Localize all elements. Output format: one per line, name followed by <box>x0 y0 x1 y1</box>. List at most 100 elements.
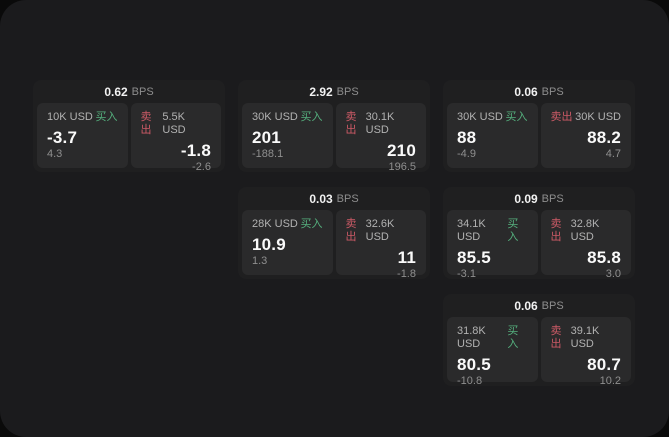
buy-delta: -3.1 <box>457 268 476 280</box>
spread-value: 0.06 <box>514 298 538 313</box>
buy-amount: 30K USD <box>457 111 503 123</box>
sell-price: 88.2 <box>587 128 621 147</box>
spread-unit: BPS <box>541 299 564 312</box>
buy-side-label: 买入 <box>505 111 528 123</box>
sell-label-row: 卖出 32.6K USD <box>346 218 417 244</box>
sell-price: 80.7 <box>587 355 621 374</box>
spread-header: 0.62 BPS <box>37 80 221 103</box>
spread-value: 0.06 <box>514 84 538 99</box>
buy-price: 85.5 <box>457 248 491 267</box>
buy-amount: 30K USD <box>252 111 298 123</box>
sell-label-row: 卖出 5.5K USD <box>141 111 212 137</box>
spread-value: 0.62 <box>104 84 128 99</box>
buy-amount: 34.1K USD <box>457 218 486 243</box>
sell-amount: 39.1K USD <box>570 325 600 350</box>
quote-grid: 0.62 BPS 10K USD 买入 -3.7 4.3 卖出 5.5K USD <box>33 80 635 387</box>
buy-panel[interactable]: 28K USD 买入 10.9 1.3 <box>242 210 333 275</box>
quote-card-body: 30K USD 买入 201 -188.1 卖出 30.1K USD 210 1… <box>242 103 426 173</box>
quote-card: 0.03 BPS 28K USD 买入 10.9 1.3 卖出 32.6K US… <box>238 187 430 280</box>
spread-value: 2.92 <box>309 84 333 99</box>
buy-amount: 10K USD <box>47 111 93 123</box>
buy-price: 201 <box>252 128 281 147</box>
sell-price: -1.8 <box>180 141 211 160</box>
buy-delta: 4.3 <box>47 148 63 160</box>
spread-unit: BPS <box>541 192 564 205</box>
sell-price: 210 <box>387 141 416 160</box>
buy-delta: -10.8 <box>457 375 483 387</box>
sell-side-label: 卖出 <box>550 218 562 243</box>
buy-side-label: 买入 <box>507 218 519 243</box>
buy-panel[interactable]: 34.1K USD 买入 85.5 -3.1 <box>447 210 538 280</box>
buy-label-row: 30K USD 买入 <box>457 111 528 124</box>
quote-card: 0.06 BPS 31.8K USD 买入 80.5 -10.8 卖出 39.1… <box>443 294 635 387</box>
buy-label-row: 10K USD 买入 <box>47 111 118 124</box>
sell-amount: 30.1K USD <box>365 111 395 136</box>
sell-panel[interactable]: 卖出 5.5K USD -1.8 -2.6 <box>130 103 221 173</box>
quote-card-body: 34.1K USD 买入 85.5 -3.1 卖出 32.8K USD 85.8… <box>447 210 631 280</box>
spread-header: 2.92 BPS <box>242 80 426 103</box>
buy-label-row: 30K USD 买入 <box>252 111 323 124</box>
spread-value: 0.03 <box>309 191 333 206</box>
buy-panel[interactable]: 30K USD 买入 88 -4.9 <box>447 103 538 168</box>
buy-panel[interactable]: 31.8K USD 买入 80.5 -10.8 <box>447 317 538 387</box>
quote-card-body: 30K USD 买入 88 -4.9 卖出 30K USD 88.2 4.7 <box>447 103 631 168</box>
quote-card: 0.09 BPS 34.1K USD 买入 85.5 -3.1 卖出 32.8K… <box>443 187 635 280</box>
quote-card: 2.92 BPS 30K USD 买入 201 -188.1 卖出 30.1K … <box>238 80 430 173</box>
spread-unit: BPS <box>336 85 359 98</box>
sell-delta: 10.2 <box>599 375 621 387</box>
sell-delta: -1.8 <box>397 268 416 280</box>
sell-side-label: 卖出 <box>550 325 562 350</box>
sell-panel[interactable]: 卖出 30K USD 88.2 4.7 <box>540 103 631 168</box>
quote-card-body: 28K USD 买入 10.9 1.3 卖出 32.6K USD 11 -1.8 <box>242 210 426 280</box>
buy-amount: 28K USD <box>252 218 298 230</box>
spread-unit: BPS <box>336 192 359 205</box>
buy-amount: 31.8K USD <box>457 325 486 350</box>
sell-side-label: 卖出 <box>140 111 152 136</box>
spread-header: 0.03 BPS <box>242 187 426 210</box>
buy-side-label: 买入 <box>507 325 519 350</box>
spread-header: 0.06 BPS <box>447 294 631 317</box>
buy-delta: -4.9 <box>457 148 476 160</box>
sell-label-row: 卖出 30.1K USD <box>346 111 417 137</box>
buy-label-row: 28K USD 买入 <box>252 218 323 231</box>
buy-delta: 1.3 <box>252 255 268 267</box>
buy-delta: -188.1 <box>252 148 284 160</box>
sell-side-label: 卖出 <box>345 111 357 136</box>
buy-side-label: 买入 <box>95 111 118 123</box>
quote-card: 0.06 BPS 30K USD 买入 88 -4.9 卖出 30K USD <box>443 80 635 172</box>
sell-delta: 3.0 <box>605 268 621 280</box>
sell-label-row: 卖出 30K USD <box>551 111 622 124</box>
sell-side-label: 卖出 <box>345 218 357 243</box>
buy-label-row: 34.1K USD 买入 <box>457 218 528 244</box>
sell-label-row: 卖出 39.1K USD <box>551 325 622 351</box>
buy-label-row: 31.8K USD 买入 <box>457 325 528 351</box>
buy-side-label: 买入 <box>300 111 323 123</box>
sell-label-row: 卖出 32.8K USD <box>551 218 622 244</box>
spread-unit: BPS <box>541 85 564 98</box>
buy-side-label: 买入 <box>300 218 323 230</box>
sell-price: 11 <box>397 248 416 267</box>
sell-delta: 196.5 <box>388 161 416 173</box>
spread-unit: BPS <box>131 85 154 98</box>
buy-price: 80.5 <box>457 355 491 374</box>
sell-side-label: 卖出 <box>550 111 573 123</box>
sell-panel[interactable]: 卖出 39.1K USD 80.7 10.2 <box>540 317 631 387</box>
quote-card-body: 31.8K USD 买入 80.5 -10.8 卖出 39.1K USD 80.… <box>447 317 631 387</box>
sell-panel[interactable]: 卖出 30.1K USD 210 196.5 <box>335 103 426 173</box>
sell-panel[interactable]: 卖出 32.8K USD 85.8 3.0 <box>540 210 631 280</box>
buy-price: 88 <box>457 128 477 147</box>
buy-price: -3.7 <box>47 128 78 147</box>
sell-price: 85.8 <box>587 248 621 267</box>
buy-panel[interactable]: 30K USD 买入 201 -188.1 <box>242 103 333 168</box>
quote-card: 0.62 BPS 10K USD 买入 -3.7 4.3 卖出 5.5K USD <box>33 80 225 173</box>
sell-delta: 4.7 <box>605 148 621 160</box>
spread-value: 0.09 <box>514 191 538 206</box>
sell-amount: 30K USD <box>575 111 621 123</box>
sell-panel[interactable]: 卖出 32.6K USD 11 -1.8 <box>335 210 426 280</box>
quote-card-body: 10K USD 买入 -3.7 4.3 卖出 5.5K USD -1.8 -2.… <box>37 103 221 173</box>
spread-header: 0.09 BPS <box>447 187 631 210</box>
buy-panel[interactable]: 10K USD 买入 -3.7 4.3 <box>37 103 128 168</box>
spread-header: 0.06 BPS <box>447 80 631 103</box>
sell-amount: 32.8K USD <box>570 218 600 243</box>
